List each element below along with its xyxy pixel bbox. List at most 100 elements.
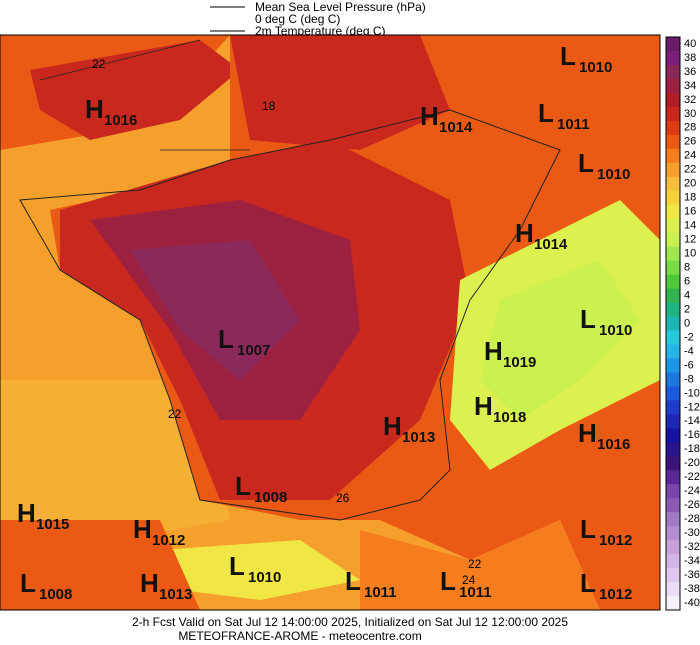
colorbar-tick-label: -18 [684, 443, 700, 455]
colorbar-cell [666, 358, 680, 373]
colorbar-cell [666, 540, 680, 555]
colorbar-tick-label: -24 [684, 485, 700, 497]
colorbar-cell [666, 498, 680, 513]
colorbar-cell [666, 344, 680, 359]
colorbar-cell [666, 232, 680, 248]
colorbar-cell [666, 596, 680, 611]
colorbar-cell [666, 526, 680, 541]
pressure-center-value: 1007 [237, 342, 270, 359]
colorbar-tick-label: 26 [684, 136, 696, 148]
colorbar-cell [666, 330, 680, 345]
colorbar-tick-label: 0 [684, 317, 690, 329]
colorbar-cell [666, 442, 680, 457]
colorbar-cell [666, 78, 680, 94]
pressure-center-value: 1013 [159, 586, 192, 603]
pressure-center-kind: L [580, 568, 596, 598]
pressure-center-value: 1014 [534, 236, 568, 253]
pressure-center-kind: H [474, 391, 493, 421]
colorbar-frame [665, 36, 681, 611]
colorbar-tick-label: -26 [684, 499, 700, 511]
colorbar-cell [666, 92, 680, 108]
colorbar-tick-label: -38 [684, 583, 700, 595]
colorbar-tick-label: 10 [684, 248, 696, 260]
colorbar-tick-label: 18 [684, 192, 696, 204]
contour-label: 18 [262, 99, 276, 113]
colorbar-tick-label: -40 [684, 597, 700, 609]
map-frame [0, 34, 661, 611]
contour-label: 22 [468, 557, 482, 571]
colorbar-tick-label: -4 [684, 345, 694, 357]
colorbar-cell [666, 50, 680, 66]
colorbar-tick-label: -14 [684, 415, 700, 427]
colorbar-tick-label: 14 [684, 220, 696, 232]
pressure-center-kind: H [484, 336, 503, 366]
pressure-center-value: 1014 [439, 119, 473, 136]
legend-header: Mean Sea Level Pressure (hPa) 0 deg C (d… [210, 0, 426, 38]
colorbar: 4038363432302826242220181614121086420-2-… [665, 36, 700, 611]
colorbar-tick-label: 28 [684, 122, 696, 134]
colorbar-tick-label: 8 [684, 262, 690, 274]
pressure-center-value: 1010 [599, 322, 632, 339]
colorbar-tick-label: 12 [684, 234, 696, 246]
pressure-center-value: 1015 [36, 516, 69, 533]
contour-label: 22 [92, 57, 106, 71]
pressure-center-kind: L [580, 304, 596, 334]
map [0, 35, 660, 610]
colorbar-tick-label: -36 [684, 569, 700, 581]
pressure-center-kind: H [515, 218, 534, 248]
pressure-center-kind: L [20, 568, 36, 598]
colorbar-tick-label: -6 [684, 359, 694, 371]
footer-text: METEOFRANCE-AROME - meteocentre.com [178, 629, 421, 643]
pressure-center-kind: H [578, 418, 597, 448]
colorbar-tick-label: 24 [684, 150, 696, 162]
colorbar-tick-label: -8 [684, 373, 694, 385]
contour-label: 24 [462, 573, 476, 587]
pressure-center-kind: H [140, 568, 159, 598]
colorbar-cell [666, 120, 680, 136]
colorbar-cell [666, 414, 680, 429]
colorbar-tick-label: -32 [684, 541, 700, 553]
colorbar-cell [666, 288, 680, 304]
colorbar-cell [666, 582, 680, 597]
colorbar-cell [666, 372, 680, 387]
colorbar-tick-label: 36 [684, 66, 696, 78]
pressure-center-kind: L [440, 566, 456, 596]
colorbar-cell [666, 470, 680, 485]
colorbar-cell [666, 386, 680, 401]
pressure-center-kind: L [345, 566, 361, 596]
colorbar-cell [666, 400, 680, 415]
pressure-center-kind: H [85, 94, 104, 124]
pressure-center-value: 1012 [599, 532, 632, 549]
colorbar-cell [666, 512, 680, 527]
pressure-center-value: 1013 [402, 429, 435, 446]
colorbar-cell [666, 456, 680, 471]
pressure-center-value: 1011 [459, 584, 492, 601]
pressure-center-value: 1016 [597, 436, 630, 453]
legend-text: Mean Sea Level Pressure (hPa) [255, 0, 426, 14]
colorbar-cell [666, 176, 680, 192]
colorbar-cell [666, 148, 680, 164]
colorbar-cell [666, 106, 680, 122]
pressure-center-kind: H [383, 411, 402, 441]
footer-text: 2-h Fcst Valid on Sat Jul 12 14:00:00 20… [132, 615, 568, 629]
pressure-center-value: 1010 [579, 59, 612, 76]
pressure-center-kind: H [420, 101, 439, 131]
colorbar-tick-label: 20 [684, 178, 696, 190]
colorbar-cell [666, 484, 680, 499]
colorbar-cell [666, 260, 680, 276]
legend-text: 0 deg C (deg C) [255, 12, 340, 26]
contour-label: 22 [168, 407, 182, 421]
colorbar-cell [666, 568, 680, 583]
colorbar-cell [666, 190, 680, 206]
colorbar-tick-label: 40 [684, 38, 696, 50]
colorbar-tick-label: 32 [684, 94, 696, 106]
colorbar-cell [666, 134, 680, 150]
colorbar-cell [666, 37, 680, 52]
pressure-center-value: 1018 [493, 409, 526, 426]
colorbar-cell [666, 64, 680, 80]
pressure-center-kind: L [578, 148, 594, 178]
colorbar-tick-label: 6 [684, 275, 690, 287]
colorbar-cell [666, 316, 680, 331]
